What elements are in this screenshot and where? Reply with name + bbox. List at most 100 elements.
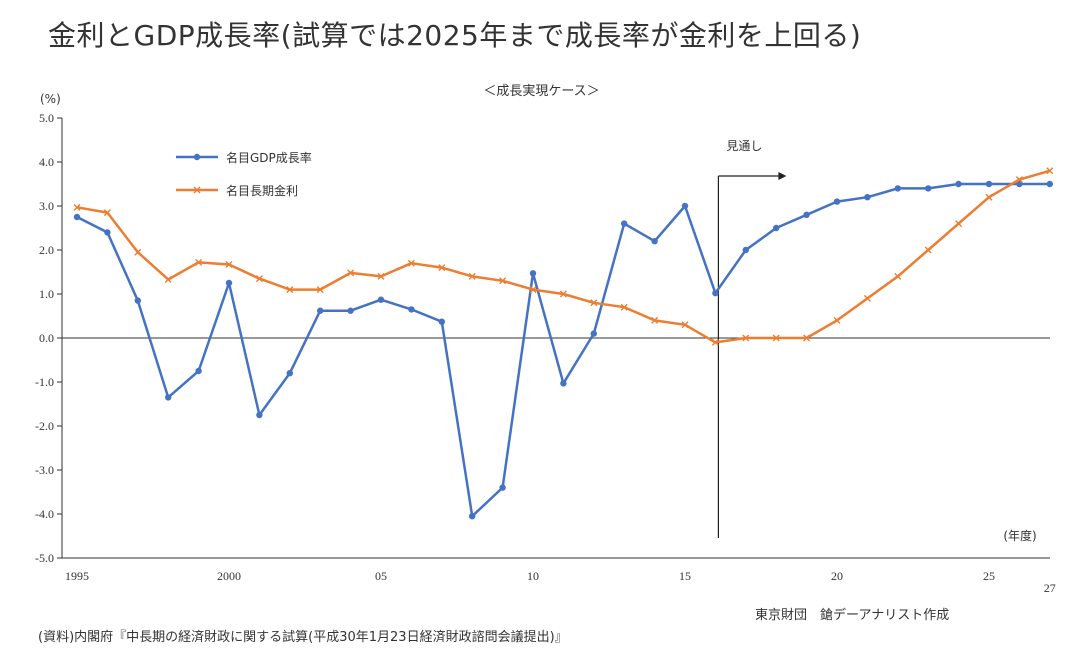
- long-term-rate-point: [164, 275, 172, 283]
- gdp-growth-point: [1016, 180, 1023, 188]
- gdp-growth-point: [590, 330, 597, 337]
- long-term-rate-point: [286, 286, 294, 294]
- y-tick-label: -4.0: [35, 507, 54, 521]
- long-term-rate-point: [195, 258, 203, 266]
- long-term-rate-point: [468, 272, 476, 280]
- gdp-growth-point: [377, 296, 385, 303]
- long-term-rate-point: [711, 338, 719, 346]
- gdp-growth-point: [773, 224, 780, 232]
- gdp-growth-line: [76, 182, 1050, 518]
- y-tick-label: 3.0: [39, 199, 54, 213]
- gdp-growth-point: [256, 411, 263, 419]
- x-tick-label: 05: [375, 569, 387, 583]
- gdp-growth-point: [864, 194, 871, 201]
- gdp-growth-point: [560, 380, 567, 387]
- long-term-rate-point: [225, 261, 233, 269]
- credit-note: 東京財団 鎗デーアナリスト作成: [755, 608, 950, 623]
- gdp-growth-point: [712, 289, 719, 297]
- long-term-rate-point: [681, 321, 689, 329]
- legend-label: 名目長期金利: [226, 183, 298, 198]
- long-term-rate-point: [347, 269, 355, 277]
- gdp-growth-point: [651, 238, 658, 245]
- long-term-rate-point: [894, 272, 902, 280]
- y-tick-label: -3.0: [35, 463, 54, 477]
- gdp-growth-point: [1046, 180, 1054, 188]
- forecast-arrow-head: [778, 172, 787, 180]
- y-tick-label: -2.0: [35, 419, 54, 433]
- gdp-growth-point: [621, 220, 628, 227]
- long-term-rate-point: [620, 303, 628, 311]
- long-term-rate-point: [499, 277, 507, 285]
- long-term-rate-point: [833, 316, 841, 324]
- x-tick-label: 2000: [217, 569, 241, 583]
- long-term-rate-point: [407, 259, 415, 267]
- gdp-growth-point: [955, 180, 962, 188]
- long-term-rate-point: [742, 334, 750, 342]
- gdp-growth-point: [347, 307, 354, 314]
- chart-title: 金利とGDP成長率(試算では2025年まで成長率が金利を上回る): [48, 19, 862, 52]
- gdp-growth-point: [803, 211, 810, 218]
- gdp-growth-point: [225, 279, 233, 287]
- y-tick-label: 5.0: [39, 111, 54, 125]
- legend-label: 名目GDP成長率: [226, 150, 312, 165]
- long-term-rate-point: [651, 316, 659, 324]
- legend-swatch-marker: [193, 186, 201, 194]
- gdp-growth-point: [985, 180, 993, 188]
- long-term-rate-point: [863, 294, 871, 302]
- long-term-rate-point: [924, 246, 932, 254]
- x-tick-label: 25: [983, 569, 995, 583]
- long-term-rate-point: [73, 203, 81, 211]
- long-term-rate-point: [803, 334, 811, 342]
- long-term-rate-point: [772, 334, 780, 342]
- x-tick-label: 1995: [65, 569, 89, 583]
- gdp-growth-point: [286, 370, 293, 377]
- gdp-growth-point: [438, 318, 445, 325]
- gdp-growth-point: [165, 394, 172, 401]
- gdp-growth-point: [925, 185, 932, 192]
- long-term-rate-line: [76, 169, 1051, 344]
- gdp-growth-point: [499, 484, 506, 491]
- gdp-growth-point: [408, 306, 415, 313]
- gdp-growth-point: [742, 246, 749, 254]
- long-term-rate-point: [529, 286, 537, 294]
- gdp-growth-point: [681, 202, 689, 210]
- long-term-rate-point: [1046, 167, 1054, 175]
- y-tick-label: -1.0: [35, 375, 54, 389]
- legend-swatch-marker: [193, 153, 201, 161]
- x-axis-unit: (年度): [1003, 528, 1036, 543]
- long-term-rate-point: [438, 264, 446, 272]
- forecast-label: 見通し: [726, 139, 762, 153]
- y-tick-label: 1.0: [39, 287, 54, 301]
- gdp-growth-point: [104, 229, 111, 236]
- y-tick-label: -5.0: [35, 551, 54, 565]
- gdp-growth-point: [195, 367, 202, 375]
- gdp-growth-point: [529, 270, 537, 277]
- y-tick-label: 0.0: [39, 331, 54, 345]
- long-term-rate-point: [955, 220, 963, 228]
- long-term-rate-point: [590, 299, 598, 307]
- long-term-rate-point: [1015, 176, 1023, 184]
- y-axis-unit: (%): [40, 92, 61, 106]
- y-tick-label: 2.0: [39, 243, 54, 257]
- x-tick-label: 20: [831, 569, 843, 583]
- long-term-rate-point: [255, 275, 263, 283]
- gdp-growth-point: [317, 307, 324, 314]
- long-term-rate-point: [377, 272, 385, 280]
- x-tick-label: 10: [527, 569, 539, 583]
- gdp-growth-point: [73, 213, 81, 221]
- long-term-rate-point: [559, 290, 567, 298]
- long-term-rate-point: [985, 193, 993, 201]
- source-note: (資料)内閣府『中長期の経済財政に関する試算(平成30年1月23日経済財政諮問会…: [38, 630, 568, 645]
- long-term-rate-point: [134, 248, 142, 256]
- gdp-growth-point: [134, 297, 141, 304]
- x-tick-label: 15: [679, 569, 691, 583]
- y-tick-label: 4.0: [39, 155, 54, 169]
- gdp-growth-point: [833, 198, 841, 205]
- long-term-rate-point: [103, 209, 111, 217]
- gdp-growth-point: [469, 513, 476, 520]
- x-tick-label: 27: [1044, 581, 1056, 595]
- long-term-rate-point: [316, 286, 324, 294]
- gdp-growth-point: [894, 185, 901, 192]
- chart-subtitle: ＜成長実現ケース＞: [483, 84, 600, 99]
